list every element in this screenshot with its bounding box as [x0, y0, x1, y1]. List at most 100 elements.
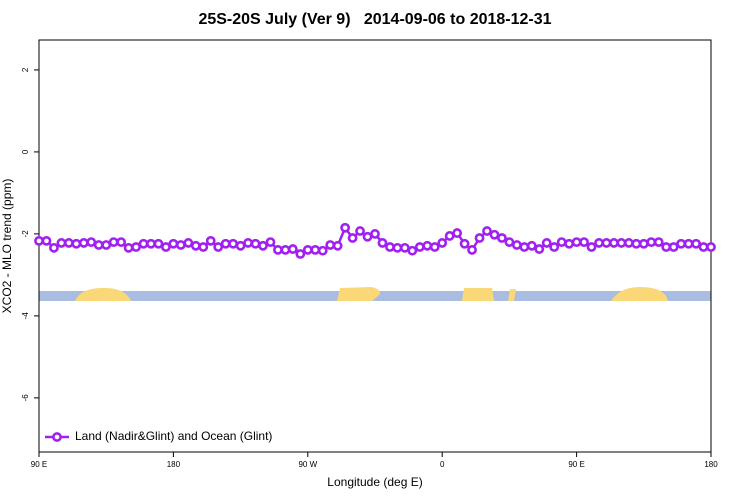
data-point	[407, 245, 418, 256]
data-point	[161, 242, 171, 252]
y-axis-label: XCO2 - MLO trend (ppm)	[0, 179, 14, 314]
data-point	[370, 229, 380, 239]
data-point	[549, 242, 560, 252]
data-point	[56, 238, 67, 248]
data-point	[317, 245, 328, 256]
data-point	[429, 242, 440, 252]
data-point	[108, 237, 119, 248]
data-point	[235, 240, 246, 251]
data-point	[287, 244, 298, 254]
data-point	[146, 238, 156, 249]
data-point	[676, 238, 687, 249]
data-point	[138, 238, 149, 249]
data-point	[41, 235, 52, 246]
data-point	[601, 238, 612, 248]
y-tick-label: -4	[21, 312, 30, 320]
data-point	[571, 237, 582, 248]
data-point	[362, 231, 373, 242]
data-point	[93, 240, 104, 250]
data-point	[594, 238, 604, 248]
data-point	[190, 240, 201, 251]
data-point	[661, 242, 672, 252]
data-point	[526, 240, 537, 251]
data-point	[325, 240, 336, 250]
land-band	[508, 289, 516, 301]
data-point	[78, 238, 89, 248]
data-point	[347, 233, 358, 243]
data-point	[623, 238, 634, 248]
data-point	[310, 244, 321, 255]
y-tick-label: -6	[21, 394, 30, 402]
data-point	[504, 237, 515, 248]
data-point	[474, 233, 485, 243]
data-point	[698, 242, 709, 252]
data-point	[273, 244, 283, 255]
data-point	[609, 238, 619, 248]
land-band	[462, 288, 494, 301]
data-point	[49, 242, 59, 253]
data-point	[250, 238, 261, 249]
land-band	[337, 287, 380, 301]
chart-title: 25S-20S July (Ver 9) 2014-09-06 to 2018-…	[198, 11, 551, 28]
data-point	[541, 238, 552, 248]
data-point	[101, 240, 112, 250]
x-tick-label: 180	[167, 460, 181, 469]
x-tick-label: 180	[704, 460, 718, 469]
data-point	[422, 240, 433, 251]
data-point	[340, 222, 351, 233]
y-tick-label: 2	[21, 67, 30, 72]
data-point	[377, 238, 388, 248]
data-point	[228, 238, 239, 249]
y-tick-label: -2	[21, 230, 30, 238]
data-point	[116, 237, 127, 248]
data-point	[131, 242, 141, 252]
data-point	[519, 242, 530, 252]
data-point	[653, 237, 664, 248]
land-band	[75, 287, 131, 301]
data-point	[71, 238, 82, 249]
data-point	[467, 244, 477, 255]
data-point	[586, 242, 597, 252]
data-point	[385, 242, 395, 252]
data-point	[86, 237, 97, 248]
data-point	[198, 242, 209, 252]
data-point	[691, 238, 701, 249]
x-tick-label: 90 E	[31, 460, 47, 469]
x-axis-label: Longitude (deg E)	[327, 475, 422, 489]
data-point	[511, 240, 522, 250]
data-point	[444, 231, 455, 241]
data-point	[302, 244, 313, 255]
data-point	[183, 238, 194, 248]
data-point	[220, 238, 231, 249]
data-point	[497, 233, 507, 243]
data-point	[489, 229, 500, 240]
data-point	[437, 238, 448, 248]
data-point	[399, 242, 410, 253]
x-tick-label: 90 E	[568, 460, 584, 469]
data-point	[459, 238, 470, 249]
data-point	[355, 226, 365, 236]
surface-strip	[39, 287, 711, 301]
data-point	[564, 238, 575, 249]
data-point	[63, 238, 74, 248]
land-band	[611, 287, 668, 301]
data-point	[579, 237, 589, 248]
x-tick-label: 90 W	[298, 460, 317, 469]
data-point	[265, 237, 276, 248]
data-point	[668, 242, 679, 252]
data-point	[295, 249, 306, 259]
legend-marker	[52, 432, 62, 442]
data-point	[168, 238, 179, 249]
data-point	[631, 238, 642, 249]
data-point	[683, 238, 694, 249]
data-point	[243, 238, 253, 248]
legend-label: Land (Nadir&Glint) and Ocean (Glint)	[75, 429, 272, 443]
data-point	[706, 242, 716, 252]
data-point	[414, 242, 425, 252]
data-point	[332, 240, 343, 251]
data-point	[213, 242, 224, 252]
data-point	[646, 237, 657, 248]
data-point	[556, 237, 567, 248]
data-point	[638, 238, 649, 249]
